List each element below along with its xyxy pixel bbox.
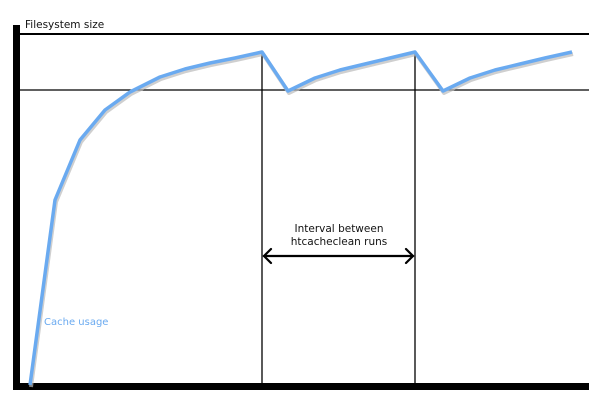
cache-usage-label: Cache usage bbox=[44, 317, 108, 328]
cache-usage-line-shadow bbox=[29, 52, 574, 388]
y-axis bbox=[13, 25, 20, 390]
cache-usage-line bbox=[28, 50, 573, 386]
x-axis bbox=[13, 383, 589, 390]
y-axis-label: Filesystem size bbox=[25, 19, 104, 31]
interval-label-line1: Interval between bbox=[295, 223, 384, 235]
interval-label-line2: htcacheclean runs bbox=[291, 236, 388, 248]
interval-arrow bbox=[262, 247, 415, 265]
